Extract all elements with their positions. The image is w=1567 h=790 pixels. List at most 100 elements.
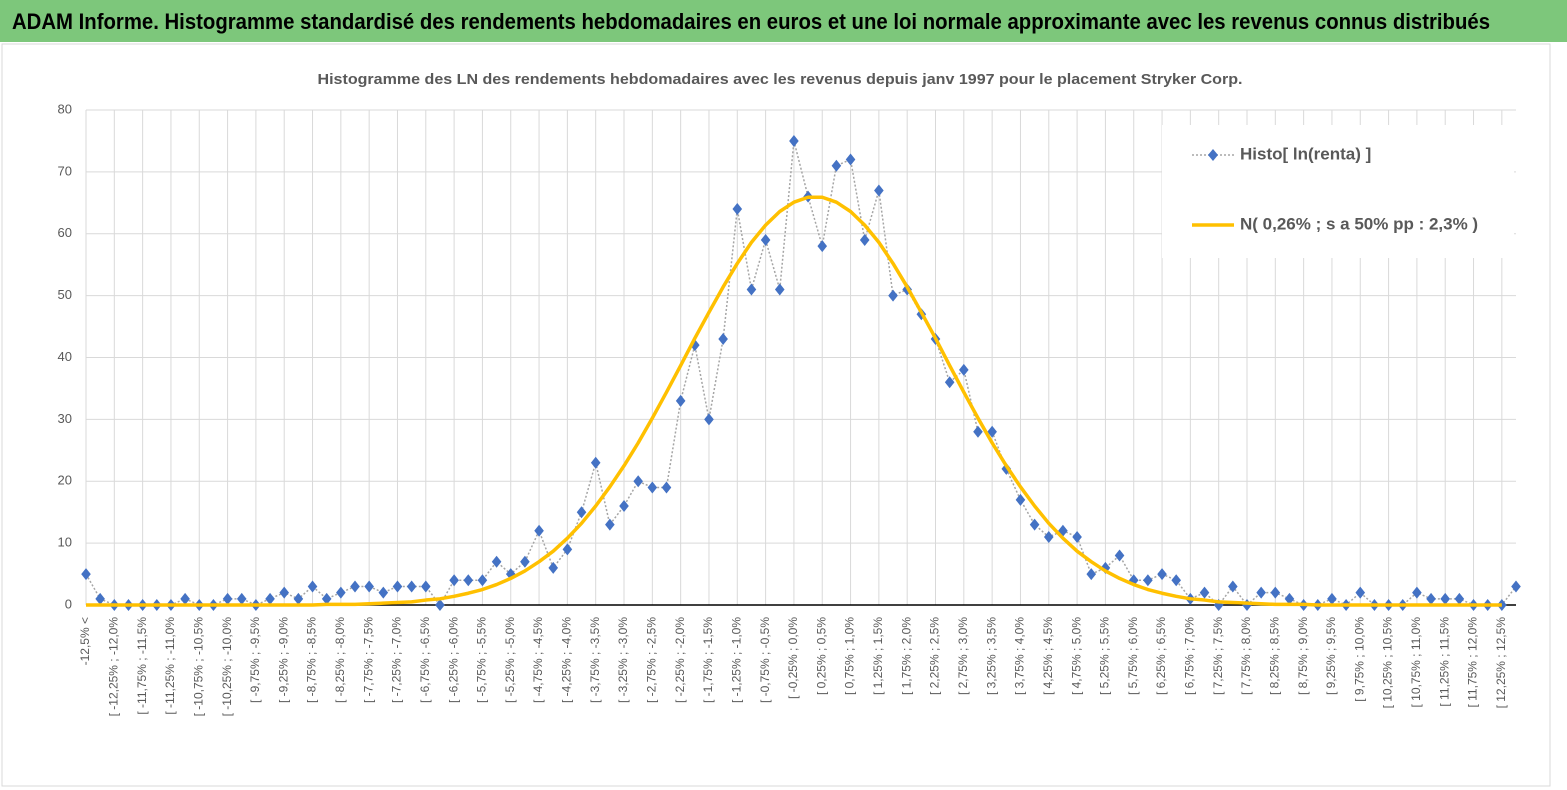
x-tick-label: [ -1,75% ; -1,5%	[701, 617, 715, 703]
data-marker	[1454, 592, 1465, 605]
data-marker	[973, 425, 983, 438]
x-tick-label: [ 6,75% ; 7,0%	[1183, 617, 1197, 695]
x-tick-label: [ 2,75% ; 3,0%	[956, 617, 970, 695]
data-marker	[364, 580, 374, 593]
x-tick-label: [ -0,25% ; 0,0%	[786, 617, 800, 699]
y-tick-label: 40	[58, 349, 72, 364]
x-tick-label: [ 10,25% ; 10,5%	[1381, 617, 1395, 709]
x-tick-label: [ 11,25% ; 11,5%	[1437, 617, 1451, 707]
data-marker	[236, 592, 247, 605]
data-marker	[1143, 574, 1153, 587]
data-marker	[859, 233, 870, 246]
data-marker	[392, 580, 403, 593]
data-marker	[1157, 568, 1167, 581]
x-tick-label: [ -10,75% ; -10,5%	[191, 617, 205, 717]
x-tick-label: [ -5,25% ; -5,0%	[503, 617, 517, 703]
data-marker	[562, 543, 573, 556]
data-marker	[690, 339, 700, 352]
data-marker	[222, 592, 233, 605]
x-tick-label: [ 3,75% ; 4,0%	[1013, 617, 1027, 695]
data-marker	[1171, 574, 1181, 587]
chart-title: Histogramme des LN des rendements hebdom…	[318, 71, 1243, 88]
data-marker	[789, 134, 799, 147]
data-marker	[944, 376, 955, 389]
x-tick-label: -12,5% <	[78, 617, 92, 665]
x-tick-label: [ -4,75% ; -4,5%	[531, 617, 545, 703]
data-marker	[874, 184, 884, 197]
x-tick-label: [ 1,75% ; 2,0%	[899, 617, 913, 695]
x-tick-label: [ 0,25% ; 0,5%	[814, 617, 828, 695]
header-band	[0, 0, 1567, 42]
data-marker	[1015, 493, 1026, 506]
legend-label: Histo[ ln(renta) ]	[1240, 144, 1371, 163]
data-marker	[1327, 592, 1337, 605]
y-tick-label: 80	[58, 101, 72, 116]
x-tick-label: [ 5,75% ; 6,0%	[1126, 617, 1140, 695]
x-tick-label: [ 4,75% ; 5,0%	[1069, 617, 1083, 695]
x-tick-label: [ -9,75% ; -9,5%	[248, 617, 262, 703]
data-marker	[1511, 580, 1521, 593]
x-tick-label: [ -9,25% ; -9,0%	[276, 617, 290, 703]
data-marker	[774, 283, 785, 296]
data-marker	[406, 580, 417, 593]
x-tick-label: [ 5,25% ; 5,5%	[1098, 617, 1112, 695]
data-marker	[732, 203, 743, 215]
series-line	[85, 140, 1517, 606]
data-marker	[831, 159, 842, 172]
data-marker	[888, 289, 898, 302]
data-marker	[491, 555, 502, 568]
x-tick-label: [ -4,25% ; -4,0%	[560, 617, 574, 703]
x-tick-label: [ 11,75% ; 12,0%	[1466, 617, 1480, 708]
x-tick-label: [ 1,25% ; 1,5%	[871, 617, 885, 695]
data-marker	[633, 475, 643, 488]
x-tick-label: [ -12,25% ; -12,0%	[106, 617, 120, 717]
data-marker	[1426, 592, 1436, 605]
data-marker	[576, 506, 587, 519]
data-marker	[449, 574, 459, 587]
x-tick-label: [ -1,25% ; -1,0%	[729, 617, 743, 703]
data-marker	[1355, 586, 1366, 599]
x-tick-label: [ 6,25% ; 6,5%	[1154, 617, 1168, 695]
data-marker	[845, 153, 856, 166]
y-tick-label: 70	[58, 163, 72, 178]
data-marker	[534, 524, 544, 537]
x-tick-label: [ 10,75% ; 11,0%	[1409, 617, 1423, 708]
data-marker	[1043, 530, 1054, 543]
data-marker	[1256, 586, 1266, 599]
x-tick-label: [ 8,25% ; 8,5%	[1267, 617, 1281, 695]
data-marker	[746, 283, 757, 296]
y-tick-label: 60	[58, 225, 72, 240]
x-tick-label: [ 12,25% ; 12,5%	[1494, 617, 1508, 709]
y-tick-label: 50	[58, 287, 72, 302]
data-marker	[1072, 530, 1082, 543]
data-marker	[1086, 568, 1097, 581]
data-marker	[548, 561, 559, 574]
x-tick-label: [ -3,25% ; -3,0%	[616, 617, 630, 703]
legend-marker	[1208, 149, 1218, 161]
x-tick-label: [ -6,75% ; -6,5%	[418, 617, 432, 703]
x-tick-label: [ -8,25% ; -8,0%	[333, 617, 347, 703]
x-tick-label: [ 3,25% ; 3,5%	[984, 617, 998, 695]
data-marker	[1228, 580, 1238, 593]
data-marker	[463, 574, 474, 587]
data-marker	[435, 599, 445, 611]
data-marker	[81, 568, 91, 581]
data-marker	[350, 580, 360, 593]
data-marker	[421, 580, 431, 593]
data-marker	[265, 592, 275, 605]
x-tick-label: [ 8,75% ; 9,0%	[1296, 617, 1310, 695]
data-marker	[1440, 592, 1451, 605]
x-tick-label: [ -6,25% ; -6,0%	[446, 617, 460, 703]
y-tick-label: 30	[58, 411, 72, 426]
data-marker	[1199, 586, 1210, 599]
data-marker	[95, 592, 105, 605]
x-tick-label: [ 7,75% ; 8,0%	[1239, 617, 1253, 695]
x-tick-label: [ 9,25% ; 9,5%	[1324, 617, 1338, 695]
x-tick-label: [ -10,25% ; -10,0%	[220, 617, 234, 717]
x-tick-label: [ 2,25% ; 2,5%	[928, 617, 942, 695]
legend-box	[1162, 125, 1514, 258]
data-marker	[378, 586, 389, 599]
data-marker	[1284, 592, 1295, 605]
data-marker	[307, 580, 318, 593]
